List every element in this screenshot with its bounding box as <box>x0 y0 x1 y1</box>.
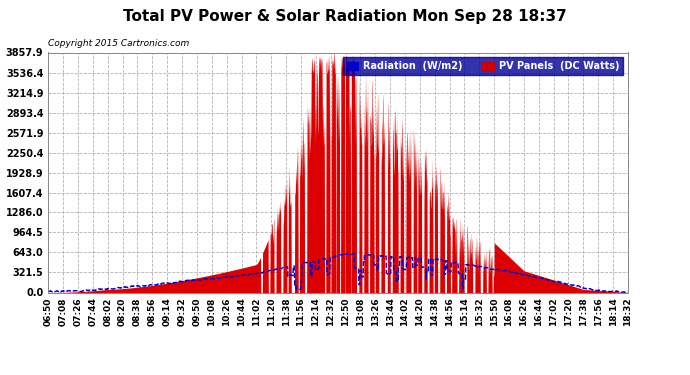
Legend: Radiation  (W/m2), PV Panels  (DC Watts): Radiation (W/m2), PV Panels (DC Watts) <box>343 57 623 75</box>
Text: Copyright 2015 Cartronics.com: Copyright 2015 Cartronics.com <box>48 39 190 48</box>
Text: Total PV Power & Solar Radiation Mon Sep 28 18:37: Total PV Power & Solar Radiation Mon Sep… <box>123 9 567 24</box>
